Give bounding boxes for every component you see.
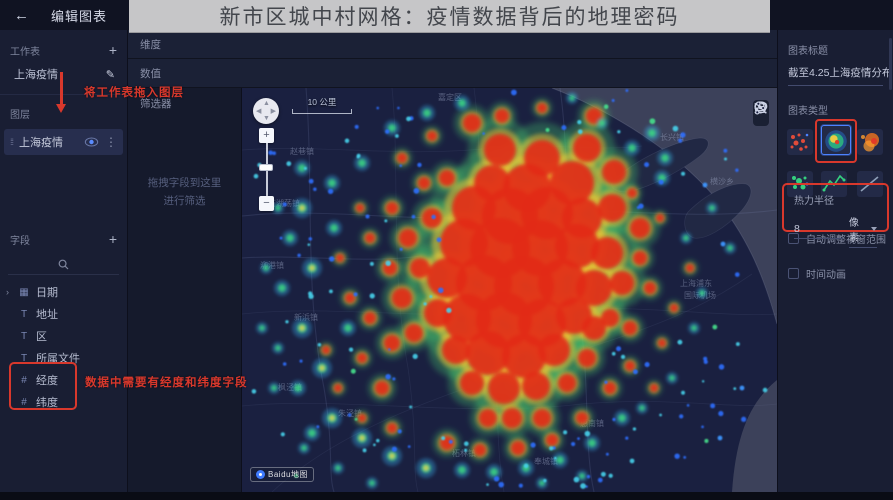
map-town-label: 上海浦东 [680,278,712,288]
auto-viewport-label: 自动调整视窗范围 [806,235,886,246]
field-item-text[interactable]: T 所属文件 [0,347,127,369]
banner-title: 新市区城中村网格：疫情数据背后的地理密码 [129,0,770,33]
text-field-icon: T [20,330,28,342]
field-label: 所属文件 [36,353,80,365]
layer-item[interactable]: ⁞⁞ 上海疫情 ⋮ [4,129,123,155]
divider [0,94,127,95]
edit-worksheet-icon[interactable]: ✎ [105,68,115,81]
heat-radius-unit-label: 像素 [848,218,859,244]
layer-menu-icon[interactable]: ⋮ [105,135,117,149]
zoom-out-button[interactable]: − [259,196,274,211]
map-town-label: 泖港镇 [260,260,284,270]
filter-panel-label: 筛选器 [140,98,172,110]
field-list: › ▦ 日期 T 地址 T 区 T 所属文件 # 经度 # 纬度 [0,281,127,413]
number-field-icon: # [21,396,27,408]
heat-radius-section: 热力半径 8 像素 [782,183,889,248]
page-title: 编辑图表 [51,8,108,24]
map-town-label: 长兴镇 [660,132,684,142]
dimension-shelf-label: 维度 [140,38,161,51]
time-animation-checkbox[interactable] [788,268,799,279]
map-town-label: 横沙乡 [710,176,734,186]
layer-section-label: 图层 [10,109,30,121]
latlng-hint-note: 数据中需要有经度和纬度字段 [85,377,248,389]
filter-panel: 筛选器 拖拽字段到这里 进行筛选 [128,88,242,492]
expand-chevron-icon[interactable]: › [6,287,9,297]
add-worksheet-button[interactable]: + [108,42,117,58]
map-town-label: 朱泾镇 [338,408,362,418]
field-label: 地址 [36,309,58,321]
chart-type-label: 图表类型 [788,106,828,117]
display-settings-icon[interactable] [753,100,768,115]
add-field-button[interactable]: + [108,231,117,247]
chart-type-heatmap[interactable] [821,125,851,155]
map-town-label: 嘉定区 [438,92,462,102]
panel-scrollbar[interactable] [889,38,892,90]
bottom-strip [0,492,893,500]
worksheet-section-label: 工作表 [10,46,40,58]
field-label: 纬度 [36,397,58,409]
zoom-slider-handle[interactable] [259,164,273,171]
zoom-in-button[interactable]: + [259,128,274,143]
layer-item-label: 上海疫情 [19,137,64,149]
baidu-map-logo: Baidu地图 [250,467,314,482]
measure-shelf[interactable]: 数值 [128,59,777,88]
drag-hint-note: 将工作表拖入图层 [84,87,184,99]
baidu-paw-icon [256,470,265,479]
map-pan-control[interactable]: ▲ ▼ ◀ ▶ [253,98,279,124]
shelf-rows: 维度 数值 [128,30,777,88]
field-item-number[interactable]: # 纬度 [0,391,127,413]
map-town-label: 奉城镇 [534,456,558,466]
scale-label: 10 公里 [307,97,337,107]
time-animation-label: 时间动画 [806,270,846,281]
date-field-icon: ▦ [19,286,29,298]
chart-type-scatter-map[interactable] [787,129,813,155]
map-scale-bar: 10 公里 [292,96,352,114]
visibility-eye-icon[interactable] [84,137,99,147]
chart-title-label: 图表标题 [788,46,828,57]
worksheet-item[interactable]: 上海疫情 ✎ [0,62,127,86]
field-item-number[interactable]: # 经度 [0,369,127,391]
map-canvas[interactable]: 赵巷镇石湖荡镇泖港镇新浜镇枫泾镇朱泾镇柘林镇奉城镇长兴镇横沙乡上海浦东国际机场嘉… [242,88,777,492]
back-button[interactable]: ← [14,6,29,24]
map-town-label: 柘林镇 [452,448,476,458]
field-item-text[interactable]: T 地址 [0,303,127,325]
field-item-date[interactable]: › ▦ 日期 [0,281,127,303]
map-town-label: 枫泾镇 [278,382,302,392]
heat-radius-unit-select[interactable]: 像素 [848,214,877,248]
search-icon [58,259,69,270]
heat-radius-label: 热力半径 [794,196,834,207]
scale-line [292,109,352,114]
baidu-logo-text: Baidu地图 [268,470,308,479]
text-field-icon: T [20,308,28,320]
dimension-shelf[interactable]: 维度 [128,30,777,59]
heatmap-svg: 赵巷镇石湖荡镇泖港镇新浜镇枫泾镇朱泾镇柘林镇奉城镇长兴镇横沙乡上海浦东国际机场嘉… [242,88,777,492]
drag-handle-icon[interactable]: ⁞⁞ [10,137,14,147]
field-label: 区 [36,331,47,343]
map-town-label: 新浜镇 [294,312,318,322]
field-label: 经度 [36,375,58,387]
measure-shelf-label: 数值 [140,67,161,80]
chart-type-density-map[interactable] [857,129,883,155]
settings-panel: 图表标题 截至4.25上海疫情分布 图表类型 热力半径 8 像素 自动调整视窗范… [777,30,893,492]
heat-radius-input[interactable]: 8 [794,223,843,239]
text-field-icon: T [20,352,28,364]
field-label: 日期 [36,287,58,299]
map-toolbar [753,100,769,126]
number-field-icon: # [21,374,27,386]
fields-section-label: 字段 [10,235,30,247]
field-search-input[interactable] [8,255,119,275]
filter-hint-line2: 进行筛选 [163,194,206,207]
chart-title-input[interactable]: 截至4.25上海疫情分布 [788,65,892,86]
filter-hint-line1: 拖拽字段到这里 [147,177,222,189]
map-town-label: 赵巷镇 [290,146,314,156]
tutorial-arrow [56,72,66,116]
chevron-down-icon [871,227,877,231]
filter-dropzone[interactable]: 拖拽字段到这里 进行筛选 [128,175,241,211]
worksheet-item-label: 上海疫情 [14,69,58,81]
